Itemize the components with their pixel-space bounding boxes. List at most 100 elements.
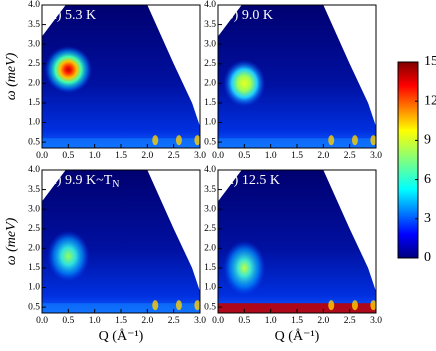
- x-tick-label: 2.5: [168, 151, 180, 161]
- x-tick-label: 3.0: [370, 316, 382, 326]
- x-tick-label: 0.0: [212, 151, 224, 161]
- bragg-spot: [175, 135, 182, 146]
- panel: 0.0 0.5 1.0 1.5 2.0 2.5 3.0 0.5 1.0 1.5 2.0 2.5 3.0 3…: [204, 0, 382, 161]
- bragg-spot: [370, 135, 376, 146]
- bragg-spot: [175, 300, 182, 311]
- y-tick-label: 0.5: [28, 137, 40, 147]
- elastic-line: [218, 303, 376, 313]
- y-tick-label: 0.5: [28, 302, 40, 312]
- y-tick-label: 1.0: [204, 283, 216, 293]
- y-tick-label: 2.0: [204, 244, 216, 254]
- x-tick-label: 1.0: [265, 151, 277, 161]
- y-tick-label: 3.5: [204, 185, 216, 195]
- x-tick-label: 2.5: [168, 316, 180, 326]
- x-axis-label: Q (Å⁻¹): [275, 328, 320, 344]
- y-tick-label: 2.5: [204, 224, 216, 234]
- bragg-spot: [328, 135, 335, 146]
- bragg-spot: [351, 135, 358, 146]
- x-tick-label: 0.0: [36, 316, 48, 326]
- panel-label: (d) 12.5 K: [222, 173, 280, 188]
- panel-label: (b) 9.0 K: [222, 8, 273, 23]
- panel-label-text: (c) 9.9 K~T: [46, 173, 113, 188]
- y-tick-label: 3.0: [204, 39, 216, 49]
- y-tick-label: 3.0: [28, 39, 40, 49]
- y-tick-label: 3.5: [204, 20, 216, 30]
- panel-label-text: (b) 9.0 K: [222, 8, 273, 23]
- panel-label-subscript: N: [112, 179, 119, 190]
- y-tick-label: 2.5: [28, 224, 40, 234]
- panel: 0.0 0.5 1.0 1.5 2.0 2.5 3.0 0.5 1.0 1.5 2.0 2.5 3.0 3…: [4, 165, 206, 344]
- panel: 0.0 0.5 1.0 1.5 2.0 2.5 3.0 0.5 1.0 1.5 2.0 2.5 3.0 3…: [4, 0, 206, 161]
- x-tick-label: 0.5: [238, 316, 250, 326]
- y-tick-label: 2.5: [204, 59, 216, 69]
- y-tick-label: 4.0: [28, 165, 40, 175]
- colorbar-tick-label: 0: [424, 250, 431, 265]
- x-axis-label: Q (Å⁻¹): [99, 328, 144, 344]
- intensity-map: [218, 5, 376, 148]
- colorbar-tick-label: 12: [424, 93, 436, 108]
- x-tick-label: 0.0: [36, 151, 48, 161]
- x-tick-label: 1.0: [89, 316, 101, 326]
- panel-label: (a) 5.3 K: [46, 8, 96, 23]
- y-tick-label: 1.5: [28, 263, 40, 273]
- y-tick-label: 3.5: [28, 185, 40, 195]
- x-tick-label: 1.0: [89, 151, 101, 161]
- colorbar-tick-label: 15: [424, 54, 436, 69]
- y-tick-label: 0.5: [204, 302, 216, 312]
- x-tick-label: 1.5: [291, 316, 303, 326]
- x-tick-label: 2.0: [317, 151, 329, 161]
- x-tick-label: 3.0: [194, 151, 206, 161]
- elastic-line: [42, 303, 200, 313]
- x-tick-label: 3.0: [370, 151, 382, 161]
- x-tick-label: 3.0: [194, 316, 206, 326]
- y-tick-label: 3.0: [204, 204, 216, 214]
- intensity-peak: [223, 59, 266, 107]
- panel: 0.0 0.5 1.0 1.5 2.0 2.5 3.0 0.5 1.0 1.5 2.0 2.5 3.0 3…: [204, 165, 382, 344]
- y-axis-label: ω (meV): [4, 217, 19, 265]
- x-tick-label: 1.5: [291, 151, 303, 161]
- bragg-spot: [194, 300, 200, 311]
- y-tick-label: 1.5: [204, 263, 216, 273]
- y-tick-label: 2.5: [28, 59, 40, 69]
- y-tick-label: 4.0: [204, 165, 216, 175]
- panel-label-text: (d) 12.5 K: [222, 173, 280, 188]
- bragg-spot: [194, 135, 200, 146]
- y-tick-label: 1.0: [204, 118, 216, 128]
- intensity-map: [42, 170, 200, 313]
- x-tick-label: 1.5: [115, 151, 127, 161]
- intensity-map: [218, 170, 376, 313]
- colorbar: [397, 61, 419, 259]
- y-tick-label: 4.0: [28, 0, 40, 10]
- y-tick-label: 0.5: [204, 137, 216, 147]
- y-tick-label: 1.5: [28, 98, 40, 108]
- intensity-map: [42, 5, 200, 148]
- y-tick-label: 2.0: [204, 79, 216, 89]
- y-tick-label: 1.0: [28, 283, 40, 293]
- bragg-spot: [152, 300, 159, 311]
- x-tick-label: 2.0: [141, 151, 153, 161]
- bragg-spot: [152, 135, 159, 146]
- y-tick-label: 1.0: [28, 118, 40, 128]
- panel-label: (c) 9.9 K~TN: [46, 173, 120, 190]
- y-tick-label: 4.0: [204, 0, 216, 10]
- x-tick-label: 0.5: [62, 316, 74, 326]
- x-tick-label: 2.0: [317, 316, 329, 326]
- x-tick-label: 1.5: [115, 316, 127, 326]
- x-tick-label: 2.0: [141, 316, 153, 326]
- x-tick-label: 2.5: [344, 316, 356, 326]
- elastic-line: [218, 138, 376, 148]
- y-tick-label: 2.0: [28, 244, 40, 254]
- intensity-peak: [47, 230, 90, 282]
- y-axis-label: ω (meV): [4, 52, 19, 100]
- colorbar-tick-label: 3: [424, 211, 431, 226]
- colorbar-tick-label: 9: [424, 133, 431, 148]
- y-tick-label: 2.0: [28, 79, 40, 89]
- intensity-peak: [44, 46, 93, 94]
- bragg-spot: [328, 300, 335, 311]
- panel-label-text: (a) 5.3 K: [46, 8, 96, 23]
- y-tick-label: 3.0: [28, 204, 40, 214]
- x-tick-label: 2.5: [344, 151, 356, 161]
- x-tick-label: 1.0: [265, 316, 277, 326]
- x-tick-label: 0.0: [212, 316, 224, 326]
